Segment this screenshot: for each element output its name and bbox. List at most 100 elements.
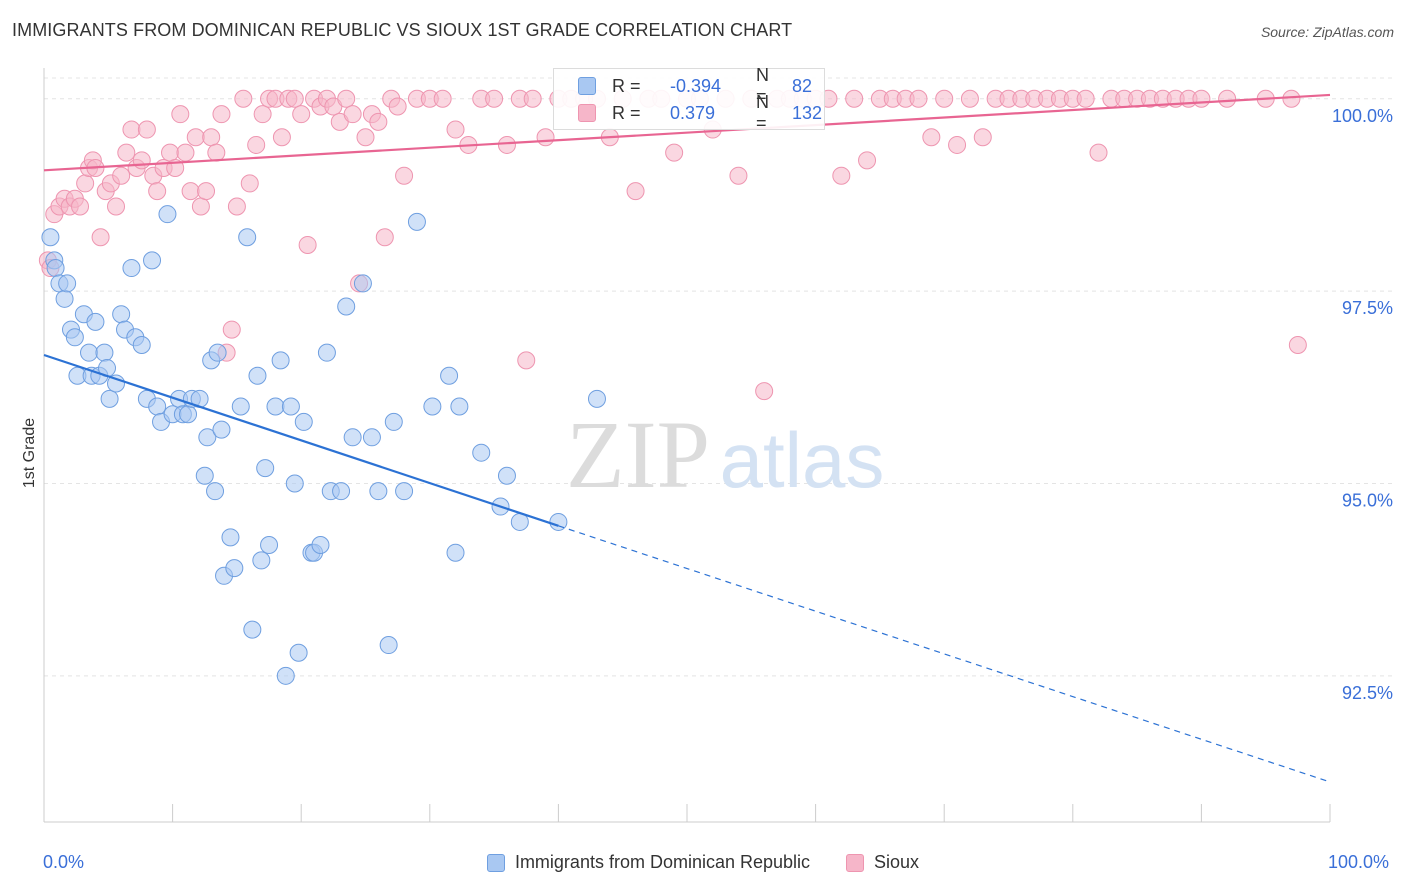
data-point-dominican: [384, 412, 403, 431]
y-tick-label: 100.0%: [1332, 106, 1393, 126]
data-point-sioux: [1282, 89, 1301, 108]
data-point-sioux: [137, 120, 156, 139]
legend-swatch-dominican: [486, 853, 505, 872]
data-point-dominican: [549, 512, 568, 531]
data-point-sioux: [107, 197, 126, 216]
data-point-dominican: [112, 305, 131, 324]
x-tick-label-max: 100.0%: [1328, 852, 1390, 872]
axis-layer: [43, 68, 1331, 823]
data-point-sioux: [845, 89, 864, 108]
data-point-dominican: [450, 397, 469, 416]
data-point-sioux: [227, 197, 246, 216]
stats-swatch-sioux: [578, 104, 596, 122]
data-point-sioux: [148, 182, 167, 201]
data-point-dominican: [252, 551, 271, 570]
data-point-sioux: [832, 166, 851, 185]
data-point-dominican: [266, 397, 285, 416]
legend-item-dominican[interactable]: Immigrants from Dominican Republic: [486, 852, 810, 873]
data-point-dominican: [285, 474, 304, 493]
data-point-sioux: [202, 128, 221, 147]
data-point-dominican: [343, 428, 362, 447]
data-point-dominican: [65, 328, 84, 347]
y-tick-label: 97.5%: [1342, 298, 1393, 318]
stats-r-label: R =: [612, 75, 641, 96]
data-point-sioux: [298, 235, 317, 254]
data-point-sioux: [337, 89, 356, 108]
data-point-sioux: [369, 112, 388, 131]
data-point-dominican: [260, 536, 279, 555]
stats-r-value: 0.379: [670, 102, 716, 123]
data-point-dominican: [243, 620, 262, 639]
stats-n-value: 132: [792, 102, 823, 123]
data-point-sioux: [222, 320, 241, 339]
data-point-sioux: [1192, 89, 1211, 108]
data-point-dominican: [198, 428, 217, 447]
data-point-sioux: [122, 120, 141, 139]
chart-legend: Immigrants from Dominican Republic Sioux: [0, 852, 1406, 873]
data-point-dominican: [353, 274, 372, 293]
data-point-sioux: [665, 143, 684, 162]
data-point-sioux: [181, 182, 200, 201]
data-point-dominican: [497, 466, 516, 485]
data-point-sioux: [858, 151, 877, 170]
data-point-sioux: [191, 197, 210, 216]
legend-label-sioux: Sioux: [874, 852, 920, 872]
data-point-sioux: [948, 135, 967, 154]
data-point-sioux: [1076, 89, 1095, 108]
data-point-sioux: [395, 166, 414, 185]
data-point-dominican: [369, 482, 388, 501]
data-point-sioux: [922, 128, 941, 147]
data-point-dominican: [423, 397, 442, 416]
y-tick-label: 92.5%: [1342, 683, 1393, 703]
trend-line-dominican-solid: [43, 353, 559, 527]
data-point-dominican: [276, 666, 295, 685]
data-point-sioux: [207, 143, 226, 162]
data-point-dominican: [179, 405, 198, 424]
data-point-dominican: [231, 397, 250, 416]
data-point-dominican: [95, 343, 114, 362]
data-point-dominican: [206, 482, 225, 501]
data-point-sioux: [212, 105, 231, 124]
y-axis-label: 1st Grade: [21, 417, 38, 489]
data-point-sioux: [536, 128, 555, 147]
data-point-sioux: [117, 143, 136, 162]
data-point-sioux: [909, 89, 928, 108]
data-point-dominican: [395, 482, 414, 501]
data-point-dominican: [208, 343, 227, 362]
data-point-sioux: [433, 89, 452, 108]
source-note: Source: ZipAtlas.com: [1260, 24, 1394, 40]
data-point-sioux: [186, 128, 205, 147]
stats-n-label: N =: [756, 65, 769, 106]
data-point-dominican: [271, 351, 290, 370]
stats-r-value: -0.394: [670, 75, 722, 96]
data-point-dominican: [225, 559, 244, 578]
y-tick-label: 95.0%: [1342, 490, 1393, 510]
data-point-sioux: [176, 143, 195, 162]
stats-legend: R = -0.394 N = 82 R = 0.379 N = 132: [553, 65, 825, 133]
series-dominican-points: [41, 205, 606, 685]
data-point-sioux: [755, 382, 774, 401]
series-sioux-points: [38, 89, 1307, 401]
stats-swatch-dominican: [578, 77, 596, 95]
data-point-dominican: [311, 536, 330, 555]
data-point-sioux: [935, 89, 954, 108]
data-point-sioux: [960, 89, 979, 108]
data-point-dominican: [195, 466, 214, 485]
data-point-dominican: [58, 274, 77, 293]
data-point-sioux: [446, 120, 465, 139]
data-point-dominican: [472, 443, 491, 462]
data-point-sioux: [247, 135, 266, 154]
data-point-sioux: [112, 166, 131, 185]
legend-item-sioux[interactable]: Sioux: [846, 852, 919, 873]
data-point-sioux: [343, 105, 362, 124]
data-point-dominican: [337, 297, 356, 316]
data-point-sioux: [253, 105, 272, 124]
watermark-atlas: atlas: [720, 416, 885, 504]
data-point-sioux: [1218, 89, 1237, 108]
trend-line-dominican-dashed: [558, 525, 1331, 783]
data-point-sioux: [171, 105, 190, 124]
data-point-sioux: [285, 89, 304, 108]
data-point-dominican: [407, 212, 426, 231]
data-point-sioux: [161, 143, 180, 162]
data-point-sioux: [197, 182, 216, 201]
